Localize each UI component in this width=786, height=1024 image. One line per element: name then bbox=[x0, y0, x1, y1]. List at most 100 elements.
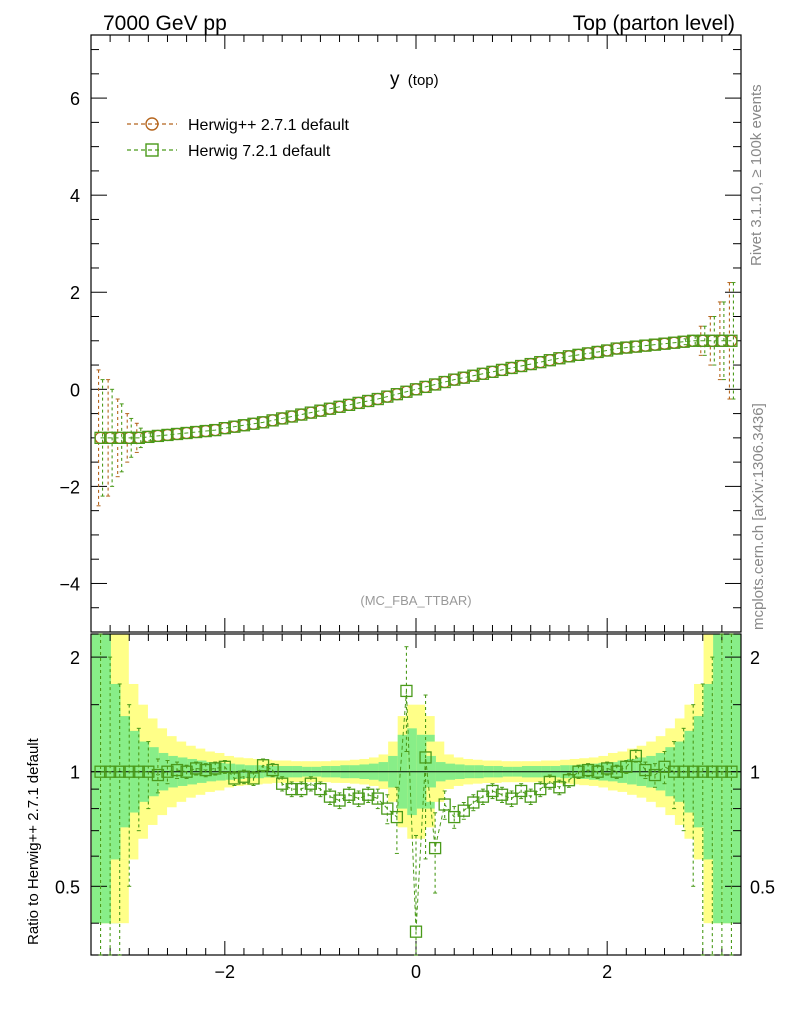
ratio-point bbox=[677, 765, 690, 778]
ratio-point bbox=[142, 765, 155, 778]
legend: Herwig++ 2.7.1 default Herwig 7.2.1 defa… bbox=[127, 117, 350, 160]
data-point bbox=[228, 420, 241, 433]
data-point bbox=[610, 342, 623, 355]
ratio-point bbox=[706, 765, 719, 778]
mcplots-label: mcplots.cern.ch [arXiv:1306.3436] bbox=[750, 403, 767, 630]
ratio-point bbox=[390, 810, 404, 824]
data-point bbox=[123, 431, 136, 445]
data-point bbox=[237, 419, 251, 432]
data-point bbox=[467, 369, 480, 382]
data-point bbox=[333, 400, 346, 413]
data-point bbox=[696, 334, 709, 347]
main-y-tick-label: −2 bbox=[59, 477, 80, 497]
data-point bbox=[419, 380, 432, 394]
data-point bbox=[142, 430, 155, 444]
ratio-point bbox=[572, 765, 585, 778]
ratio-point bbox=[667, 765, 681, 778]
data-point bbox=[629, 340, 643, 353]
x-tick-label: 2 bbox=[602, 962, 612, 982]
plot-title: y (top) bbox=[390, 69, 439, 90]
ratio-point bbox=[581, 763, 595, 777]
data-point bbox=[199, 424, 212, 438]
data-point bbox=[572, 348, 585, 362]
data-point bbox=[113, 431, 126, 445]
ratio-y-tick-label-right: 2 bbox=[750, 648, 760, 668]
data-point bbox=[381, 390, 394, 403]
ratio-point bbox=[180, 765, 193, 778]
data-point bbox=[648, 338, 662, 351]
ratio-point bbox=[648, 768, 662, 782]
data-point bbox=[562, 350, 576, 363]
rivet-label: Rivet 3.1.10, ≥ 100k events bbox=[748, 84, 765, 266]
watermark: (MC_FBA_TTBAR) bbox=[360, 593, 471, 608]
ratio-point bbox=[285, 782, 298, 796]
data-point bbox=[342, 398, 356, 411]
plot-title-main: y bbox=[390, 69, 400, 90]
series-line bbox=[100, 340, 732, 439]
x-ticks bbox=[90, 35, 742, 955]
data-point bbox=[495, 363, 509, 377]
data-point bbox=[151, 429, 165, 443]
ratio-point bbox=[438, 798, 451, 811]
ratio-point bbox=[591, 765, 604, 778]
data-point bbox=[601, 344, 614, 357]
data-point bbox=[256, 416, 270, 429]
ratio-point bbox=[123, 765, 136, 778]
ratio-point bbox=[524, 790, 537, 803]
ratio-point bbox=[534, 782, 547, 796]
data-point bbox=[457, 371, 470, 384]
data-point bbox=[180, 426, 193, 440]
plot-title-sub: (top) bbox=[408, 72, 439, 89]
header-left: 7000 GeV pp bbox=[103, 12, 227, 35]
data-point bbox=[687, 334, 700, 347]
data-point bbox=[161, 428, 174, 442]
series-herwig7 bbox=[94, 282, 738, 497]
legend-marker-herwig7 bbox=[145, 143, 159, 157]
data-point bbox=[534, 355, 547, 369]
ratio-y-tick-label-right: 0.5 bbox=[750, 877, 775, 897]
ratio-point bbox=[381, 802, 394, 815]
data-point bbox=[352, 396, 365, 410]
ratio-point bbox=[151, 768, 165, 782]
data-point bbox=[639, 339, 652, 352]
ratio-point bbox=[419, 751, 432, 764]
data-point bbox=[428, 378, 442, 391]
data-point bbox=[677, 335, 690, 348]
legend-label-herwig7: Herwig 7.2.1 default bbox=[188, 143, 331, 160]
data-point bbox=[553, 352, 566, 365]
main-y-tick-label: 6 bbox=[70, 89, 80, 109]
ratio-point bbox=[94, 765, 107, 778]
data-point bbox=[132, 431, 145, 445]
data-point bbox=[304, 406, 318, 419]
legend-marker-herwigpp bbox=[145, 117, 159, 131]
ratio-point bbox=[256, 759, 270, 772]
ratio-point bbox=[428, 841, 442, 855]
ratio-y-tick-label-right: 1 bbox=[750, 763, 760, 783]
data-point bbox=[295, 408, 308, 421]
data-point bbox=[209, 423, 222, 437]
ratio-point bbox=[601, 762, 614, 775]
ratio-point bbox=[457, 804, 470, 817]
ratio-point bbox=[448, 810, 461, 824]
ratio-point bbox=[620, 760, 633, 773]
ratio-point bbox=[314, 782, 327, 796]
ratio-y-tick-label: 1 bbox=[70, 763, 80, 783]
ratio-point bbox=[189, 762, 203, 775]
data-point bbox=[667, 336, 681, 349]
ratio-point bbox=[725, 765, 738, 778]
data-point bbox=[390, 388, 404, 401]
ratio-point bbox=[696, 765, 709, 778]
data-point bbox=[715, 334, 729, 347]
ratio-point bbox=[495, 788, 509, 801]
data-point bbox=[285, 410, 298, 423]
data-point bbox=[620, 341, 633, 354]
ratio-point bbox=[486, 784, 499, 798]
data-point bbox=[543, 354, 556, 367]
x-tick-label: −2 bbox=[215, 962, 236, 982]
data-point bbox=[94, 431, 107, 445]
data-point bbox=[371, 392, 384, 406]
ratio-point bbox=[323, 790, 337, 803]
ratio-point bbox=[161, 765, 174, 778]
ratio-point bbox=[562, 774, 576, 787]
